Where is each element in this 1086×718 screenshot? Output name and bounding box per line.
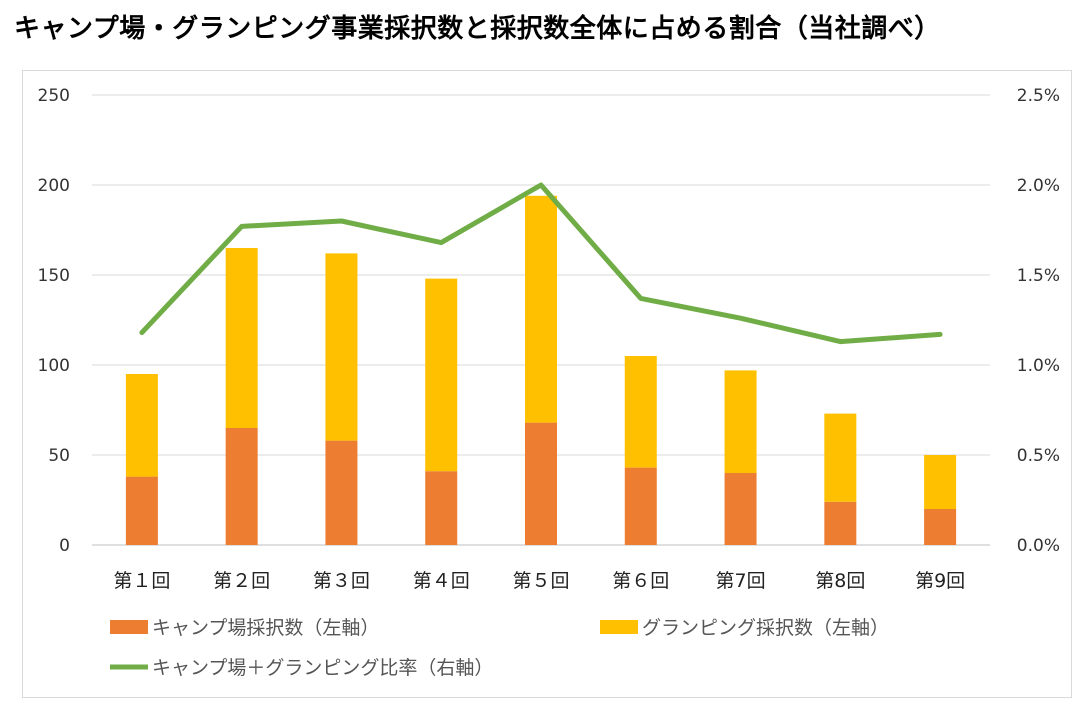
y-left-tick-label: 150 (38, 266, 70, 286)
bar-glamping (824, 413, 857, 502)
y-left-tick-label: 200 (38, 176, 70, 196)
y-left-tick-label: 0 (59, 536, 70, 556)
ratio-line-path (139, 182, 943, 345)
bar-campsite (824, 501, 857, 545)
bar-campsite (225, 428, 258, 545)
y-right-tick-label: 0.5% (1017, 446, 1060, 466)
bar-glamping (425, 278, 458, 472)
chart-title: キャンプ場・グランピング事業採択数と採択数全体に占める割合（当社調べ） (14, 14, 941, 44)
x-axis-categories: 第１回 第２回 第３回 第４回 第５回 第６回 第7回 第8回 第9回 (113, 570, 965, 592)
chart-frame (22, 70, 1072, 698)
bar-glamping (624, 356, 657, 468)
legend: キャンプ場採択数（左軸） グランピング採択数（左軸） キャンプ場＋グランピング比率（… (110, 617, 889, 679)
bar-campsite (624, 467, 657, 545)
x-category-label: 第9回 (915, 570, 965, 592)
legend-label-glamping: グランピング採択数（左軸） (642, 617, 889, 639)
x-category-label: 第２回 (213, 570, 270, 592)
y-right-tick-label: 2.5% (1017, 86, 1060, 106)
bar-glamping (525, 195, 557, 423)
x-category-label: 第１回 (113, 570, 170, 592)
legend-label-campsite: キャンプ場採択数（左軸） (152, 617, 379, 639)
bar-campsite (924, 509, 957, 545)
x-category-label: 第7回 (716, 570, 766, 592)
x-category-label: 第６回 (612, 570, 669, 592)
bar-campsite (325, 440, 358, 545)
bar-campsite (724, 473, 757, 545)
y-left-tick-label: 100 (38, 356, 70, 376)
y-right-tick-label: 1.5% (1017, 266, 1060, 286)
x-category-label: 第３回 (313, 570, 370, 592)
y-right-tick-label: 0.0% (1017, 536, 1060, 556)
bar-campsite (525, 422, 557, 545)
bars (125, 195, 957, 545)
legend-swatch-campsite (110, 620, 148, 634)
y-left-tick-label: 250 (38, 86, 70, 106)
legend-label-ratio: キャンプ場＋グランピング比率（右軸） (152, 657, 493, 679)
ratio-line (139, 182, 943, 345)
y-axis-right: 0.0% 0.5% 1.0% 1.5% 2.0% 2.5% (1017, 86, 1060, 556)
y-axis-left: 0 50 100 150 200 250 (38, 86, 70, 556)
y-right-tick-label: 1.0% (1017, 356, 1060, 376)
x-category-label: 第8回 (815, 570, 865, 592)
bar-glamping (125, 374, 158, 477)
bar-glamping (225, 248, 258, 428)
y-right-tick-label: 2.0% (1017, 176, 1060, 196)
x-category-label: 第４回 (413, 570, 470, 592)
bar-glamping (924, 455, 957, 509)
bar-glamping (724, 370, 757, 473)
legend-swatch-glamping (600, 620, 638, 634)
x-category-label: 第５回 (512, 570, 569, 592)
y-left-tick-label: 50 (48, 446, 70, 466)
bar-campsite (425, 471, 458, 545)
bar-glamping (325, 253, 358, 441)
bar-campsite (125, 476, 158, 545)
